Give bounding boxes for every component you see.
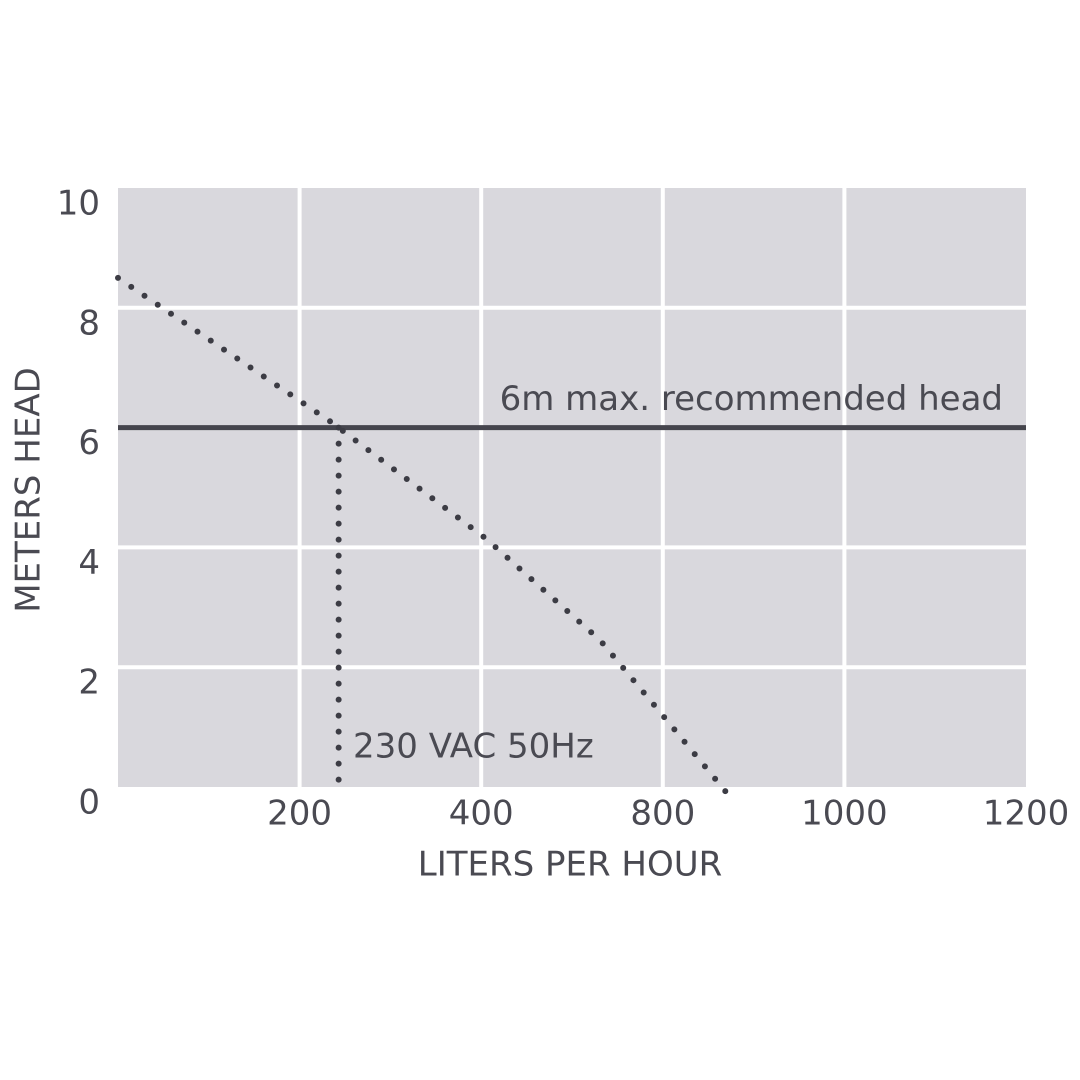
x-axis-label: LITERS PER HOUR [418, 845, 723, 885]
y-tick-label: 8 [78, 303, 100, 343]
x-tick-label: 1000 [801, 794, 888, 834]
y-tick-label: 4 [78, 543, 100, 583]
y-axis-label: METERS HEAD [9, 367, 49, 613]
x-tick-label: 800 [630, 794, 695, 834]
x-tick-label: 400 [449, 794, 514, 834]
series-label: 230 VAC 50Hz [353, 727, 594, 767]
x-tick-label: 1200 [983, 794, 1070, 834]
y-tick-label: 10 [57, 184, 100, 224]
reference-label: 6m max. recommended head [500, 379, 1003, 419]
x-tick-label: 200 [267, 794, 332, 834]
y-tick-label: 2 [78, 663, 100, 703]
y-tick-label: 0 [78, 783, 100, 823]
plot-area [118, 188, 1026, 787]
y-tick-label: 6 [78, 423, 100, 463]
series-line [115, 274, 735, 802]
